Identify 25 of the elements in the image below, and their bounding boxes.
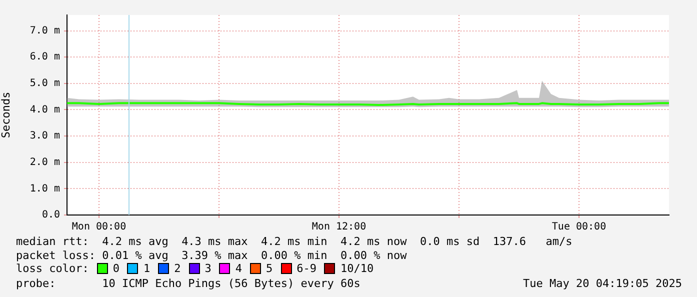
text: probe: 10 ICMP Echo Pings (56 Bytes) every 60s [16, 277, 360, 290]
legend-label: 10/10 [340, 262, 374, 275]
legend-label: 1 [143, 262, 150, 275]
y-tick-label: 3.0 m [30, 130, 60, 142]
legend-label: 5 [266, 262, 273, 275]
legend-label: 6-9 [296, 262, 316, 275]
text: packet loss: 0.01 % avg 3.39 % max 0.00 % min 0.00 % now [16, 249, 407, 262]
legend-label: 4 [235, 262, 242, 275]
y-tick-label: 1.0 m [30, 183, 60, 194]
y-tick-label: 0.0 [42, 210, 60, 221]
y-tick-label: 4.0 m [30, 104, 60, 116]
legend-title: loss color: [16, 262, 89, 275]
text: median rtt: 4.2 ms avg 4.3 ms max 4.2 ms min 4.2 ms now 0.0 ms sd 137.6 am/s [16, 235, 572, 248]
legend-label: 2 [174, 262, 181, 275]
y-tick-label: 5.0 m [30, 78, 60, 90]
legend-label: 3 [204, 262, 212, 275]
text: Tue May 20 04:19:05 2025 [523, 277, 682, 290]
x-tick-label: Tue 00:00 [552, 222, 606, 233]
x-tick-label: Mon 12:00 [312, 222, 366, 233]
y-tick-label: 2.0 m [30, 156, 60, 168]
y-tick-label: 7.0 m [30, 25, 60, 36]
legend-label: 0 [112, 262, 120, 275]
y-axis-title: Seconds [0, 92, 12, 138]
y-tick-label: 6.0 m [30, 52, 60, 63]
x-tick-label: Mon 00:00 [72, 222, 126, 233]
